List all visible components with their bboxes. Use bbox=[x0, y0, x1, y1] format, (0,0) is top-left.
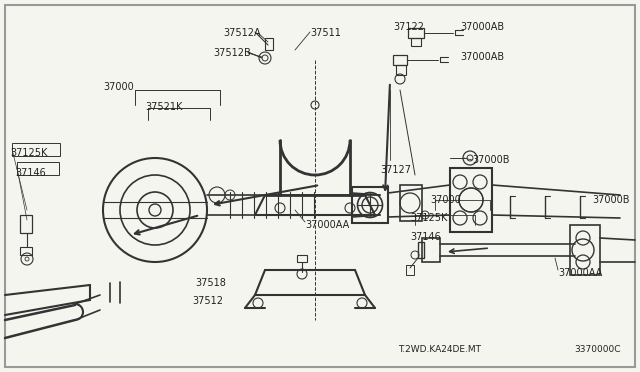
Text: 37000AA: 37000AA bbox=[305, 220, 349, 230]
Bar bbox=[406, 265, 414, 275]
Bar bbox=[418, 242, 424, 258]
Text: 37518: 37518 bbox=[195, 278, 226, 288]
Text: 37000B: 37000B bbox=[592, 195, 630, 205]
Text: 37146: 37146 bbox=[15, 168, 45, 178]
Text: 37000: 37000 bbox=[430, 195, 461, 205]
Text: T.2WD.KA24DE.MT: T.2WD.KA24DE.MT bbox=[398, 345, 481, 354]
Bar bbox=[396, 65, 406, 75]
Bar bbox=[450, 168, 492, 232]
Bar bbox=[265, 38, 273, 50]
Text: 37127: 37127 bbox=[380, 165, 411, 175]
Bar bbox=[400, 185, 422, 221]
Text: 37125K: 37125K bbox=[410, 213, 447, 223]
Bar bbox=[20, 247, 32, 255]
Bar bbox=[297, 255, 307, 262]
Bar bbox=[570, 225, 600, 275]
Text: 37000AB: 37000AB bbox=[460, 22, 504, 32]
Text: 37512: 37512 bbox=[192, 296, 223, 306]
Bar bbox=[393, 55, 407, 65]
Text: 37511: 37511 bbox=[310, 28, 341, 38]
Text: 37000AA: 37000AA bbox=[558, 268, 602, 278]
Bar bbox=[20, 215, 32, 233]
Text: 37512B: 37512B bbox=[213, 48, 251, 58]
Text: 37000AB: 37000AB bbox=[460, 52, 504, 62]
Text: 37000B: 37000B bbox=[472, 155, 509, 165]
Bar bbox=[411, 38, 421, 46]
Text: 37146: 37146 bbox=[410, 232, 441, 242]
Text: 3370000C: 3370000C bbox=[574, 345, 621, 354]
Text: 37521K: 37521K bbox=[145, 102, 182, 112]
Text: 37125K: 37125K bbox=[10, 148, 47, 158]
Text: 37000: 37000 bbox=[103, 82, 134, 92]
Bar bbox=[408, 28, 424, 38]
Text: 37512A: 37512A bbox=[223, 28, 260, 38]
Bar bbox=[352, 187, 388, 223]
Text: 37122: 37122 bbox=[393, 22, 424, 32]
Bar bbox=[12, 143, 60, 156]
Bar bbox=[17, 162, 59, 175]
Bar bbox=[422, 238, 440, 262]
